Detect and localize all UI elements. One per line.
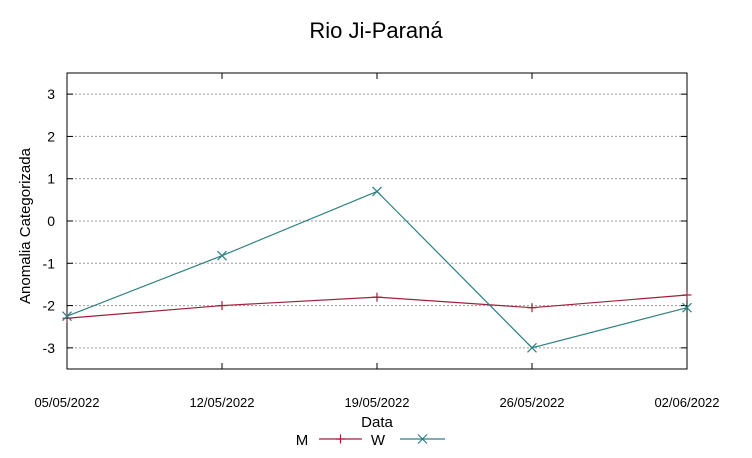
grid (67, 93, 687, 349)
y-tick-label: -3 (43, 340, 56, 356)
y-tick-label: -1 (43, 255, 56, 271)
y-tick-label: 2 (47, 128, 55, 144)
x-tick-label: 05/05/2022 (34, 395, 99, 410)
data-point-M (682, 290, 692, 300)
data-point-M (527, 303, 537, 313)
x-tick-label: 02/06/2022 (654, 395, 719, 410)
legend-marker-W (417, 434, 428, 444)
legend-label-W: W (371, 432, 386, 449)
data-point-W (217, 250, 227, 261)
x-tick-label: 26/05/2022 (499, 395, 564, 410)
data-point-M (217, 301, 227, 311)
data-point-W (372, 186, 382, 197)
y-axis: -3 -2 -1 0 1 2 3 (43, 86, 687, 356)
series-layer (62, 186, 692, 353)
series-M (62, 290, 692, 323)
data-point-W (527, 342, 537, 353)
x-axis: 05/05/2022 12/05/2022 19/05/2022 26/05/2022… (34, 73, 720, 410)
legend-label-M: M (296, 432, 309, 449)
y-tick-label: 3 (47, 86, 55, 102)
legend-marker-M (336, 434, 345, 444)
y-tick-label: -2 (43, 298, 56, 314)
series-W (62, 186, 692, 353)
y-tick-label: 1 (47, 171, 55, 187)
x-tick-label: 12/05/2022 (189, 395, 254, 410)
data-point-W (62, 311, 72, 322)
data-point-M (372, 292, 382, 302)
data-point-M (62, 313, 72, 323)
y-axis-label: Anomalia Categorizada (17, 147, 34, 304)
x-tick-label: 19/05/2022 (344, 395, 409, 410)
data-point-W (682, 302, 692, 313)
y-tick-label: 0 (47, 213, 55, 229)
series-line-W (66, 190, 688, 349)
chart-title: Rio Ji-Paraná (309, 18, 443, 43)
x-axis-label: Data (361, 414, 393, 431)
